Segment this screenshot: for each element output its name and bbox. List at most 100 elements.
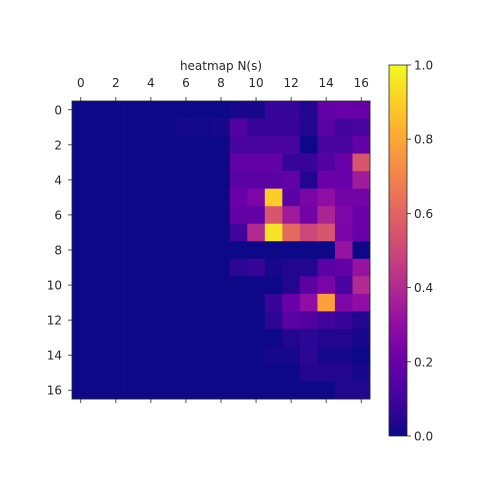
heatmap-cell bbox=[334, 101, 353, 119]
heatmap-cell bbox=[142, 188, 160, 207]
heatmap-cell bbox=[142, 206, 160, 225]
heatmap-cell bbox=[317, 328, 336, 347]
heatmap-cell bbox=[334, 363, 353, 382]
heatmap-cell bbox=[247, 346, 266, 365]
heatmap-cell bbox=[72, 311, 90, 330]
heatmap-cell bbox=[299, 223, 318, 242]
heatmap-cell bbox=[159, 101, 178, 119]
heatmap-cell bbox=[212, 101, 231, 119]
heatmap-cell bbox=[194, 136, 213, 154]
heatmap-cell bbox=[159, 363, 178, 382]
y-axis: 0 2 4 6 8 10 12 14 16 bbox=[47, 103, 72, 398]
heatmap-cell bbox=[352, 223, 371, 242]
heatmap-cell bbox=[229, 311, 248, 330]
heatmap-cell bbox=[177, 171, 196, 189]
chart-title: heatmap N(s) bbox=[180, 59, 262, 73]
heatmap-cell bbox=[334, 206, 353, 225]
heatmap-cell bbox=[317, 171, 336, 189]
heatmap-cell bbox=[352, 153, 371, 172]
heatmap-cell bbox=[334, 258, 353, 277]
heatmap-cell bbox=[264, 171, 283, 189]
heatmap-cell bbox=[247, 328, 266, 347]
heatmap-cell bbox=[229, 223, 248, 242]
heatmap-cell bbox=[229, 346, 248, 365]
heatmap-cell bbox=[194, 258, 213, 277]
heatmap-cell bbox=[282, 188, 301, 207]
heatmap-cell bbox=[194, 171, 213, 189]
heatmap-cell bbox=[72, 136, 90, 154]
heatmap-cell bbox=[247, 101, 266, 119]
heatmap-cell bbox=[264, 328, 283, 347]
heatmap-cell bbox=[89, 171, 108, 189]
heatmap-cell bbox=[124, 293, 143, 312]
heatmap-cell bbox=[282, 276, 301, 295]
heatmap-cell bbox=[72, 363, 90, 382]
heatmap-cell bbox=[72, 223, 90, 242]
heatmap-cell bbox=[229, 276, 248, 295]
heatmap-cell bbox=[229, 381, 248, 400]
heatmap-cell bbox=[194, 223, 213, 242]
heatmap-cell bbox=[194, 311, 213, 330]
heatmap-cell bbox=[177, 363, 196, 382]
heatmap-cell bbox=[142, 223, 160, 242]
heatmap-cell bbox=[299, 188, 318, 207]
heatmap-cell bbox=[352, 241, 371, 260]
heatmap-cell bbox=[107, 276, 125, 295]
heatmap-cell bbox=[124, 171, 143, 189]
heatmap-cell bbox=[334, 346, 353, 365]
heatmap-cell bbox=[299, 206, 318, 225]
heatmap-cell bbox=[159, 258, 178, 277]
heatmap-cell bbox=[334, 293, 353, 312]
heatmap-cell bbox=[299, 293, 318, 312]
heatmap-cell bbox=[89, 328, 108, 347]
heatmap-cell bbox=[352, 311, 371, 330]
heatmap-cell bbox=[159, 171, 178, 189]
heatmap-cell bbox=[89, 293, 108, 312]
colorbar: 0.0 0.2 0.4 0.6 0.8 1.0 bbox=[388, 59, 433, 444]
colorbar-tick-label: 0.4 bbox=[414, 281, 433, 295]
heatmap-cell bbox=[177, 188, 196, 207]
heatmap-cell bbox=[282, 363, 301, 382]
heatmap-cell bbox=[334, 241, 353, 260]
heatmap-cell bbox=[177, 206, 196, 225]
heatmap-cell bbox=[247, 241, 266, 260]
heatmap-cell bbox=[107, 381, 125, 400]
heatmap-cell bbox=[89, 136, 108, 154]
heatmap-cell bbox=[194, 346, 213, 365]
heatmap-cell bbox=[317, 188, 336, 207]
heatmap-cell bbox=[72, 293, 90, 312]
heatmap-cell bbox=[334, 118, 353, 137]
heatmap-cell bbox=[212, 171, 231, 189]
heatmap-cell bbox=[264, 223, 283, 242]
colorbar-axis: 0.0 0.2 0.4 0.6 0.8 1.0 bbox=[407, 59, 433, 444]
heatmap-cell bbox=[89, 206, 108, 225]
heatmap-cell bbox=[124, 136, 143, 154]
heatmap-cell bbox=[334, 136, 353, 154]
heatmap-cell bbox=[282, 311, 301, 330]
heatmap-cell bbox=[317, 311, 336, 330]
heatmap-cell bbox=[299, 241, 318, 260]
x-tick-label: 8 bbox=[217, 76, 225, 90]
heatmap-cell bbox=[194, 153, 213, 172]
heatmap-cell bbox=[229, 206, 248, 225]
heatmap-cell bbox=[264, 381, 283, 400]
heatmap-cell bbox=[247, 153, 266, 172]
heatmap-cell bbox=[159, 206, 178, 225]
heatmap-cell bbox=[72, 188, 90, 207]
heatmap-cell bbox=[194, 293, 213, 312]
heatmap-cell bbox=[72, 118, 90, 137]
heatmap-cell bbox=[89, 258, 108, 277]
heatmap-cell bbox=[159, 293, 178, 312]
heatmap-cell bbox=[107, 206, 125, 225]
heatmap-cell bbox=[89, 153, 108, 172]
heatmap-cell bbox=[247, 206, 266, 225]
heatmap-cell bbox=[264, 206, 283, 225]
heatmap-cell bbox=[212, 311, 231, 330]
heatmap-cell bbox=[159, 241, 178, 260]
heatmap-cell bbox=[72, 346, 90, 365]
heatmap-cell bbox=[107, 101, 125, 119]
heatmap-cell bbox=[282, 206, 301, 225]
colorbar-tick-label: 0.2 bbox=[414, 355, 433, 369]
heatmap-cell bbox=[334, 153, 353, 172]
heatmap-cell bbox=[212, 381, 231, 400]
